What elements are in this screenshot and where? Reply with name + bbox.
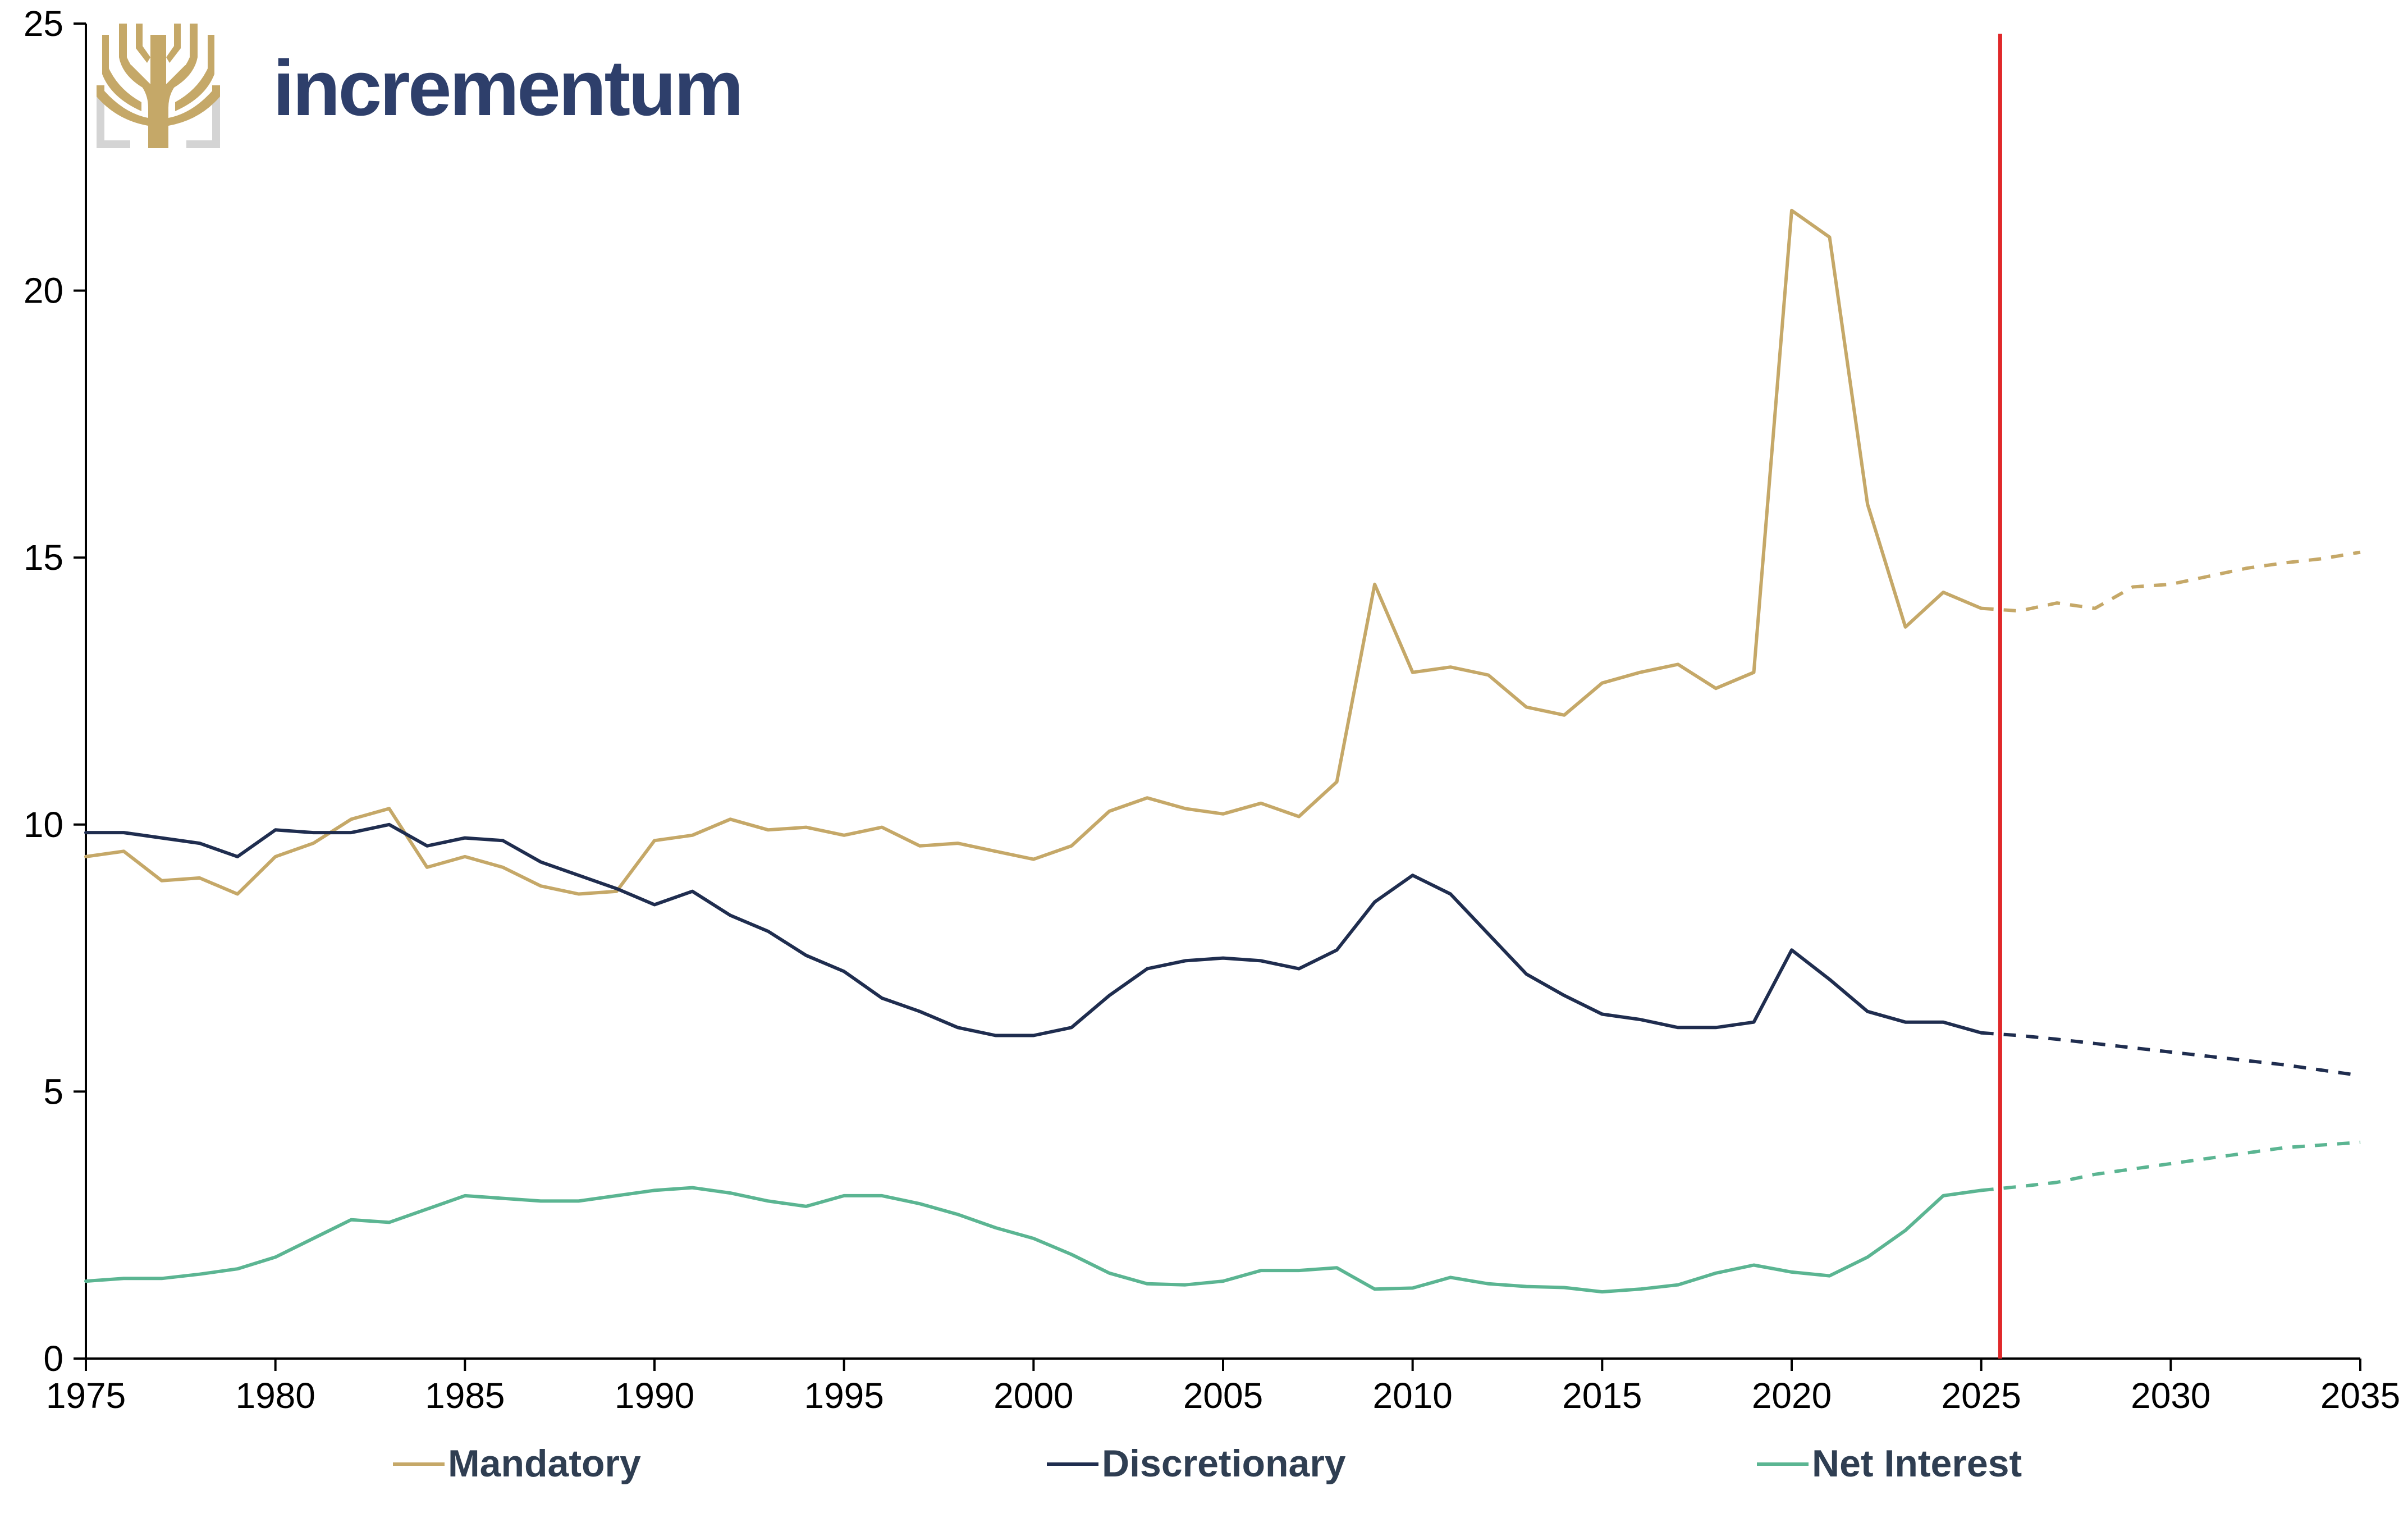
legend-label: Net Interest — [1812, 1442, 2022, 1485]
series-projection-net-interest — [1981, 1140, 2361, 1192]
series-group — [84, 208, 2361, 1294]
x-tick-label: 1990 — [615, 1375, 694, 1416]
legend-label: Mandatory — [448, 1442, 641, 1485]
x-tick-label: 2015 — [1562, 1375, 1642, 1416]
x-tick-label: 2025 — [1941, 1375, 2021, 1416]
y-tick-label: 25 — [24, 3, 63, 44]
x-axis: 1975 1980 1985 1990 1995 2000 2005 2010 2015 2020… — [46, 1357, 2400, 1416]
y-tick-label: 10 — [24, 804, 63, 845]
x-tick-label: 2020 — [1752, 1375, 1832, 1416]
y-tick-label: 5 — [43, 1071, 63, 1112]
tree-icon — [97, 24, 220, 148]
series-projection-mandatory — [1981, 550, 2361, 613]
x-tick-label: 2010 — [1372, 1375, 1452, 1416]
x-tick-label: 1980 — [235, 1375, 315, 1416]
x-tick-label: 2000 — [994, 1375, 1073, 1416]
y-tick-label: 20 — [24, 271, 63, 311]
series-line-net-interest — [84, 1186, 1983, 1294]
series-line-mandatory — [84, 208, 1983, 896]
x-tick-label: 2005 — [1183, 1375, 1263, 1416]
x-tick-label: 2030 — [2131, 1375, 2210, 1416]
legend-item-discretionary: Discretionary — [1047, 1442, 1346, 1485]
brand-name: incrementum — [273, 44, 741, 132]
series-projection-discretionary — [1981, 1031, 2361, 1077]
legend-label: Discretionary — [1102, 1442, 1346, 1485]
legend-item-mandatory: Mandatory — [393, 1442, 641, 1485]
legend: Mandatory Discretionary Net Interest — [393, 1442, 2022, 1485]
x-tick-label: 1975 — [46, 1375, 126, 1416]
x-tick-label: 1995 — [804, 1375, 883, 1416]
y-tick-label: 0 — [43, 1338, 63, 1379]
y-axis: 0 5 10 15 20 25 — [24, 3, 87, 1379]
legend-item-net-interest: Net Interest — [1757, 1442, 2022, 1485]
x-tick-label: 1985 — [425, 1375, 505, 1416]
brand-logo: incrementum — [97, 24, 744, 148]
x-tick-label: 2035 — [2320, 1375, 2400, 1416]
y-tick-label: 15 — [24, 537, 63, 578]
series-line-discretionary — [84, 822, 1983, 1037]
